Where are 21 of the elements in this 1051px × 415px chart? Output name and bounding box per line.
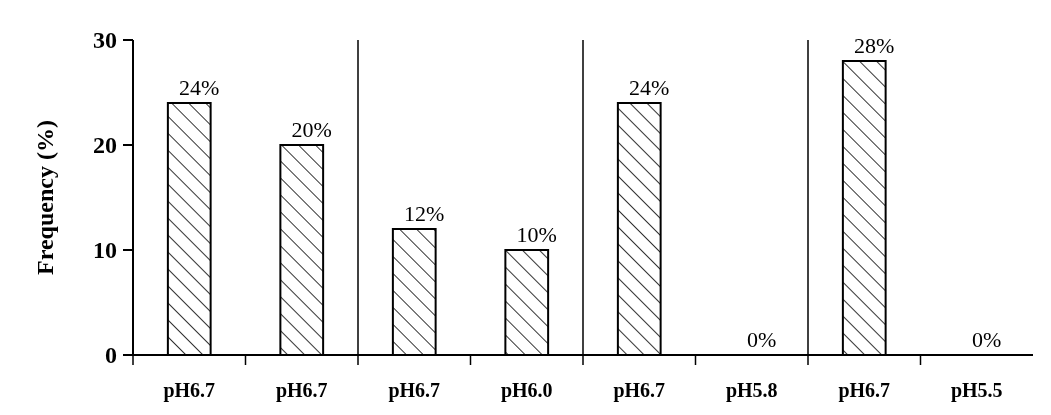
y-tick-label: 10 — [93, 237, 117, 263]
data-label: 24% — [629, 75, 670, 100]
y-axis-title: Frequency (%) — [32, 120, 58, 275]
x-tick-label: pH5.8 — [725, 379, 778, 402]
data-label: 0% — [972, 327, 1002, 352]
x-tick-label: pH6.7 — [838, 379, 891, 402]
data-label: 20% — [291, 117, 332, 142]
y-tick-label: 20 — [93, 132, 117, 158]
data-label: 28% — [854, 33, 895, 58]
x-tick-label: pH5.5 — [950, 379, 1003, 402]
y-tick-label: 0 — [105, 342, 117, 368]
data-label: 24% — [179, 75, 220, 100]
x-tick-label: pH6.0 — [500, 379, 553, 402]
data-label: 0% — [747, 327, 777, 352]
data-label: 10% — [516, 222, 557, 247]
x-tick-label: pH6.7 — [275, 379, 328, 402]
y-tick-label: 30 — [93, 27, 117, 53]
data-label: 12% — [404, 201, 445, 226]
x-tick-label: pH6.7 — [613, 379, 666, 402]
x-tick-label: pH6.7 — [163, 379, 216, 402]
x-tick-label: pH6.7 — [388, 379, 441, 402]
